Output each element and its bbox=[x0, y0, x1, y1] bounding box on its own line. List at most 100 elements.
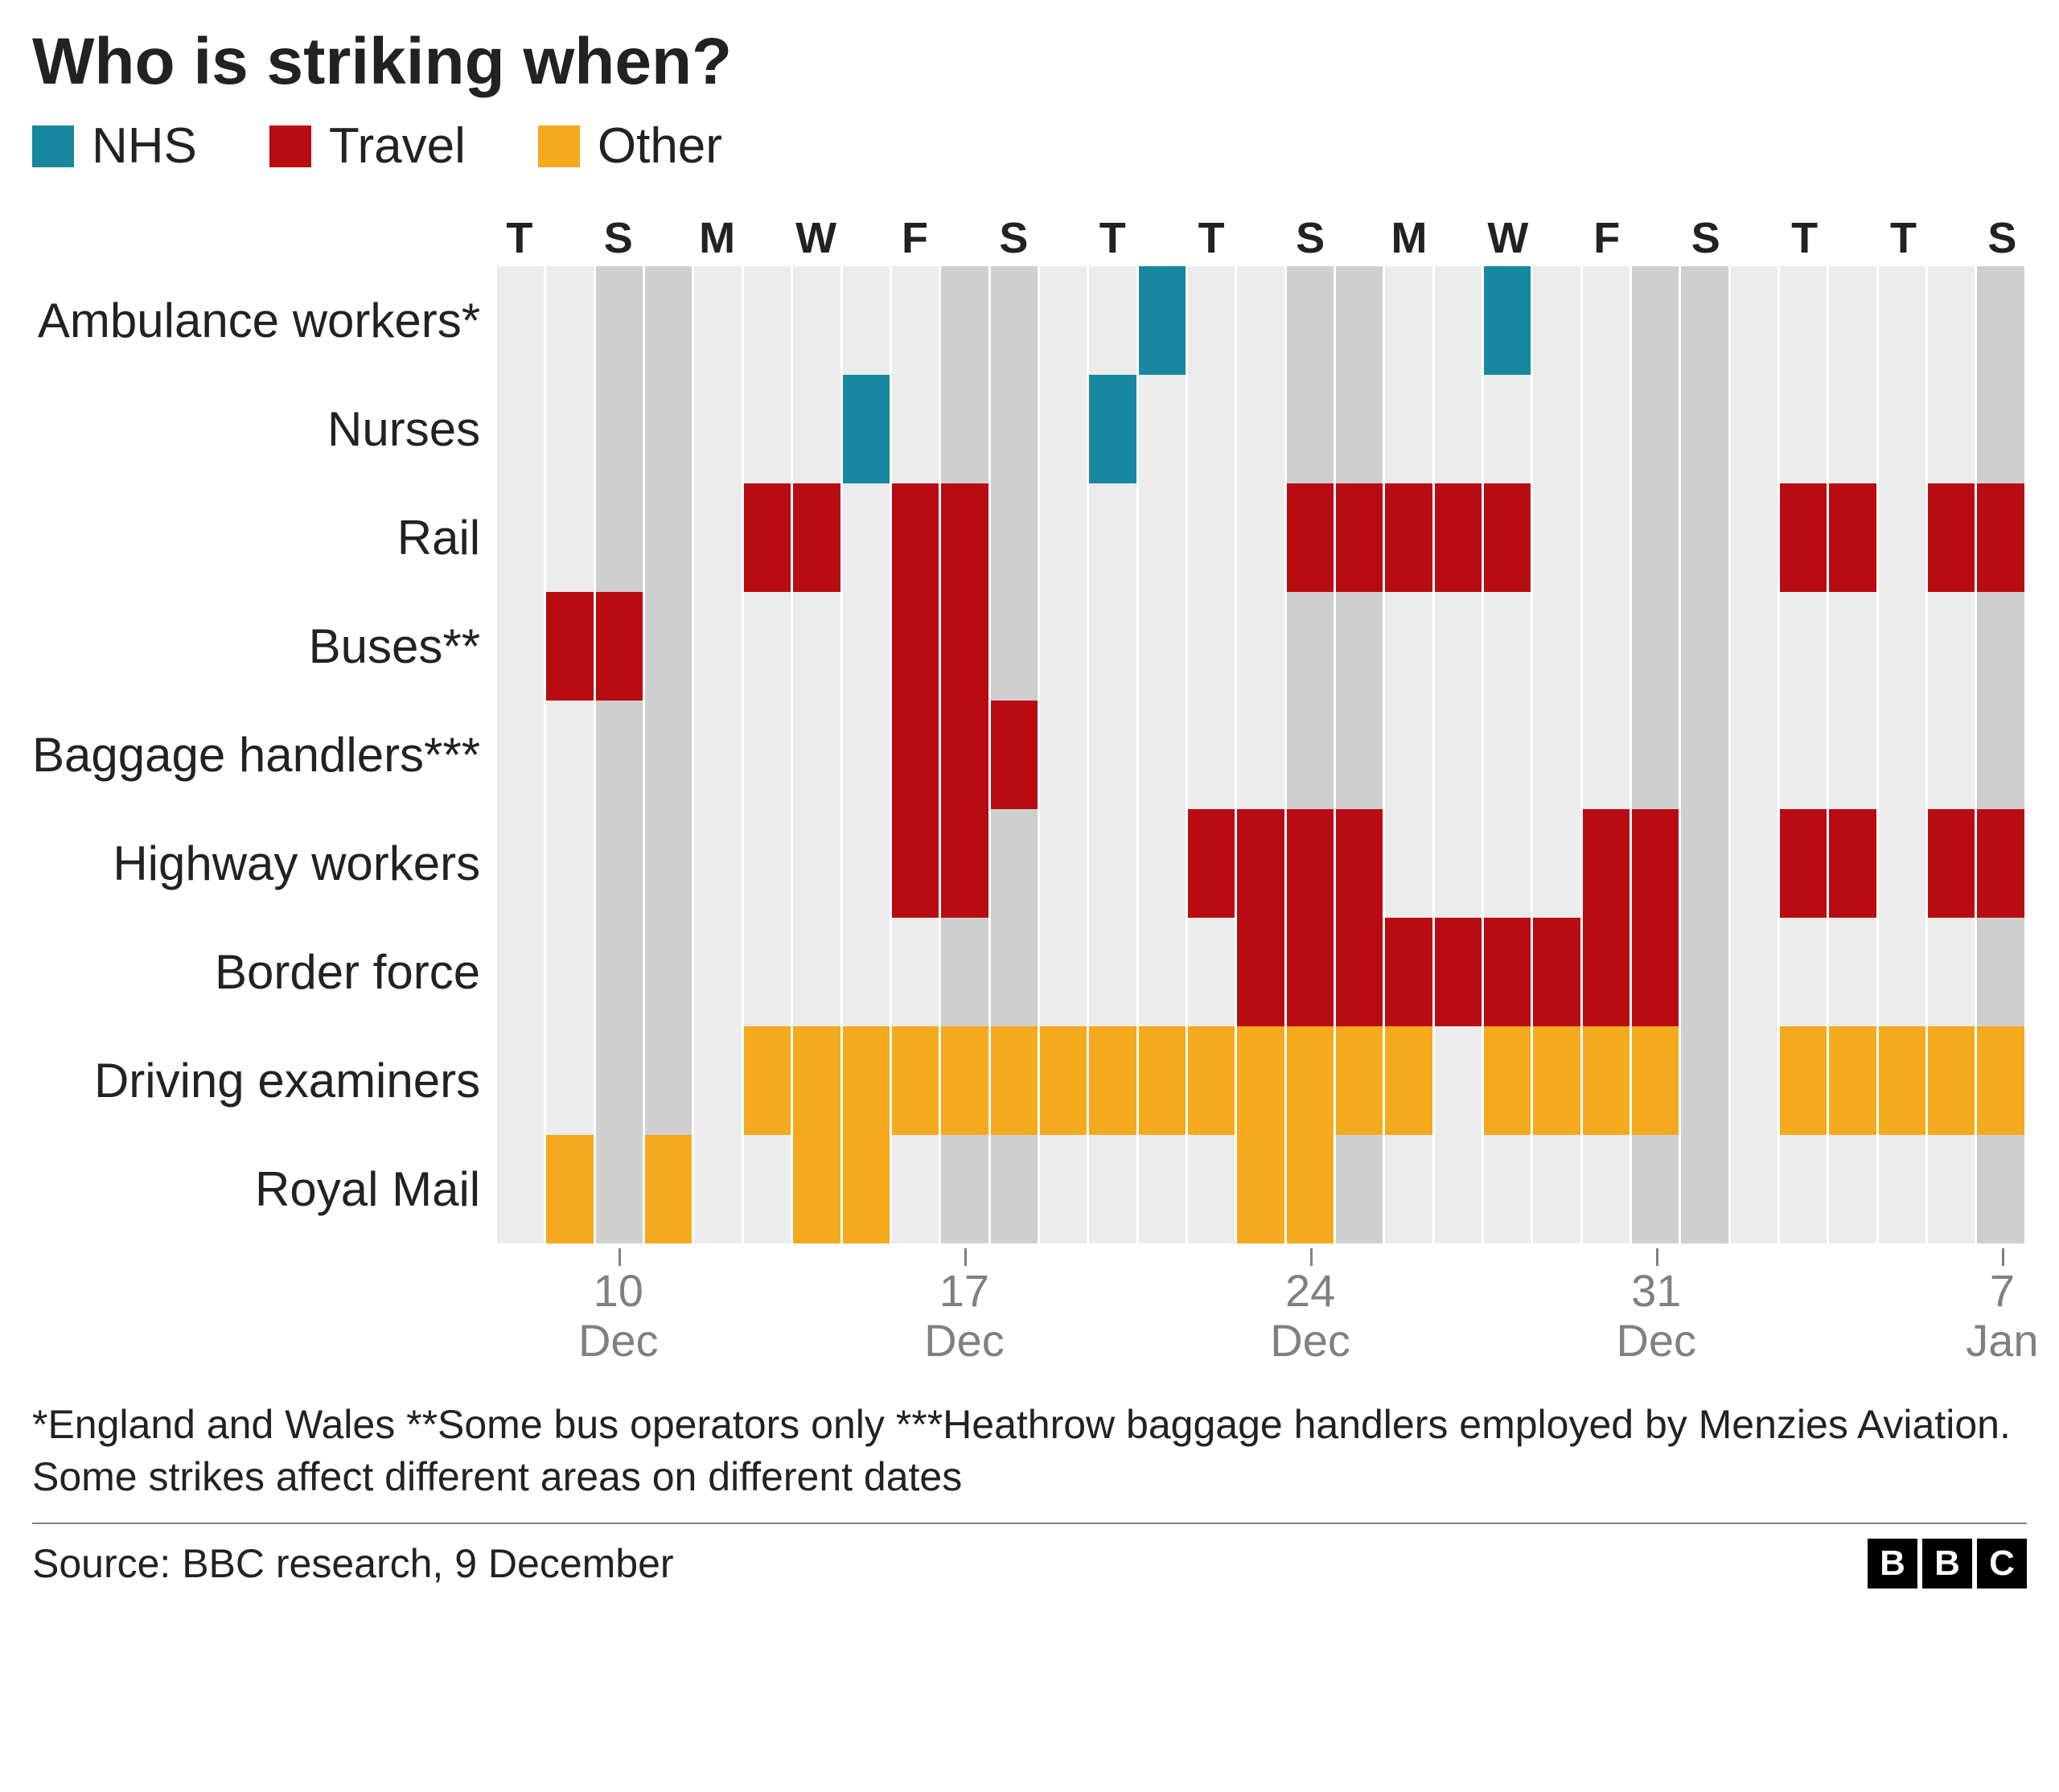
grid-cell bbox=[1087, 266, 1136, 375]
grid-cell bbox=[495, 592, 544, 701]
tick-mark bbox=[1310, 1248, 1335, 1266]
grid-cell bbox=[495, 266, 544, 375]
day-header-cell: M bbox=[692, 210, 742, 266]
grid-cell bbox=[1925, 1135, 1975, 1243]
strike-marker bbox=[1435, 483, 1482, 592]
grid-cell bbox=[1383, 918, 1432, 1026]
day-header-cell bbox=[1434, 210, 1483, 266]
grid-cell bbox=[495, 483, 544, 592]
tick-mark bbox=[2002, 1248, 2027, 1266]
grid-cell bbox=[890, 483, 939, 592]
grid-cell bbox=[1334, 266, 1383, 375]
grid-cell bbox=[1630, 918, 1679, 1026]
strike-marker bbox=[1385, 483, 1432, 592]
grid-cell bbox=[495, 809, 544, 918]
data-row bbox=[495, 375, 2027, 483]
strike-marker bbox=[1385, 1026, 1432, 1135]
grid-cell bbox=[1383, 483, 1432, 592]
grid-cell bbox=[1925, 592, 1975, 701]
grid-cell bbox=[939, 918, 988, 1026]
grid-cell bbox=[1876, 266, 1925, 375]
grid-cell bbox=[594, 1026, 643, 1135]
grid-cell bbox=[1728, 483, 1777, 592]
grid-cell bbox=[544, 266, 593, 375]
grid-cell bbox=[594, 266, 643, 375]
grid-cell bbox=[988, 483, 1038, 592]
grid-cell bbox=[988, 1026, 1038, 1135]
grid-cell bbox=[1284, 918, 1334, 1026]
grid-cell bbox=[1580, 266, 1630, 375]
grid-cell bbox=[1432, 266, 1482, 375]
legend-item: Other bbox=[538, 117, 722, 175]
grid-cell bbox=[1334, 701, 1383, 809]
grid-cell bbox=[544, 1026, 593, 1135]
grid-cell bbox=[1284, 592, 1334, 701]
grid-cell bbox=[890, 266, 939, 375]
grid-cell bbox=[1975, 592, 2026, 701]
grid-cell bbox=[1482, 1026, 1531, 1135]
grid-cell bbox=[791, 266, 840, 375]
legend-item: NHS bbox=[32, 117, 197, 175]
grid-cell bbox=[742, 483, 791, 592]
strike-marker bbox=[1780, 809, 1827, 918]
grid-cell bbox=[1482, 592, 1531, 701]
grid-cell bbox=[939, 1026, 988, 1135]
strike-marker bbox=[1484, 1026, 1531, 1135]
grid-cell bbox=[840, 592, 890, 701]
grid-cell bbox=[791, 483, 840, 592]
grid-cell bbox=[1038, 266, 1087, 375]
grid-cell bbox=[1186, 375, 1235, 483]
tick-label-day: 7 bbox=[1990, 1266, 2015, 1316]
grid-cell bbox=[1087, 1026, 1136, 1135]
day-header-cell: T bbox=[1186, 210, 1235, 266]
grid-cell bbox=[1284, 809, 1334, 918]
grid-cell bbox=[1827, 1135, 1876, 1243]
grid-cell bbox=[594, 592, 643, 701]
grid-cell bbox=[1876, 592, 1925, 701]
tick-label-day: 17 bbox=[939, 1266, 989, 1316]
grid-cell bbox=[1827, 918, 1876, 1026]
legend-label: Travel bbox=[329, 117, 466, 175]
grid-cell bbox=[1630, 266, 1679, 375]
grid-cell bbox=[594, 375, 643, 483]
day-header-cell: T bbox=[1879, 210, 1928, 266]
grid-cell bbox=[1876, 701, 1925, 809]
grid-cell bbox=[1482, 483, 1531, 592]
legend: NHS Travel Other bbox=[32, 117, 2027, 175]
data-row bbox=[495, 809, 2027, 918]
day-header-cell bbox=[1038, 210, 1087, 266]
strike-marker bbox=[843, 1026, 890, 1135]
grid-cell bbox=[890, 918, 939, 1026]
grid-cell bbox=[1334, 483, 1383, 592]
row-labels-spacer bbox=[32, 210, 480, 266]
grid-cell bbox=[692, 918, 741, 1026]
x-axis: 10Dec17Dec24Dec31Dec7Jan bbox=[495, 1248, 2027, 1365]
grid-cell bbox=[1186, 1026, 1235, 1135]
grid-cell bbox=[742, 1135, 791, 1243]
grid-cell bbox=[840, 701, 890, 809]
grid-cell bbox=[1975, 483, 2026, 592]
data-row bbox=[495, 483, 2027, 592]
strike-marker bbox=[1336, 918, 1383, 1026]
grid-cell bbox=[1679, 809, 1728, 918]
strike-marker bbox=[645, 1135, 692, 1243]
grid-cell bbox=[692, 701, 741, 809]
grid-cell bbox=[1580, 1135, 1630, 1243]
grid-cell bbox=[840, 375, 890, 483]
legend-swatch bbox=[32, 125, 74, 167]
grid-cell bbox=[594, 809, 643, 918]
strike-marker bbox=[1829, 483, 1876, 592]
grid-cell bbox=[1482, 266, 1531, 375]
strike-marker bbox=[744, 483, 791, 592]
grid-cell bbox=[1038, 1026, 1087, 1135]
strike-marker bbox=[546, 592, 593, 701]
strike-marker bbox=[1237, 1135, 1284, 1243]
day-header-cell bbox=[1632, 210, 1681, 266]
grid-cell bbox=[1925, 375, 1975, 483]
strike-marker bbox=[1484, 266, 1531, 375]
grid-cell bbox=[1038, 483, 1087, 592]
grid-cell bbox=[1235, 809, 1284, 918]
grid-cell bbox=[1235, 1135, 1284, 1243]
grid-cell bbox=[840, 1135, 890, 1243]
grid-cell bbox=[1679, 701, 1728, 809]
